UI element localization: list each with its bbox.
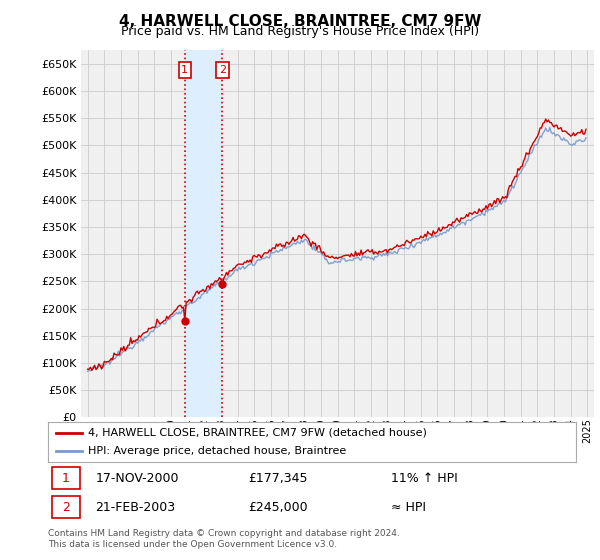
Bar [185,50,222,417]
Text: 4, HARWELL CLOSE, BRAINTREE, CM7 9FW: 4, HARWELL CLOSE, BRAINTREE, CM7 9FW [119,14,481,29]
Text: 17-NOV-2000: 17-NOV-2000 [95,472,179,485]
Text: 1: 1 [62,472,70,485]
Text: ≈ HPI: ≈ HPI [391,501,426,514]
Text: 2: 2 [62,501,70,514]
Text: Contains HM Land Registry data © Crown copyright and database right 2024.
This d: Contains HM Land Registry data © Crown c… [48,529,400,549]
Text: £177,345: £177,345 [248,472,308,485]
FancyBboxPatch shape [52,496,80,519]
Text: 1: 1 [181,65,188,75]
Text: 4, HARWELL CLOSE, BRAINTREE, CM7 9FW (detached house): 4, HARWELL CLOSE, BRAINTREE, CM7 9FW (de… [88,428,427,437]
Text: 2: 2 [219,65,226,75]
FancyBboxPatch shape [52,467,80,489]
Text: 11% ↑ HPI: 11% ↑ HPI [391,472,458,485]
Text: Price paid vs. HM Land Registry's House Price Index (HPI): Price paid vs. HM Land Registry's House … [121,25,479,38]
Text: HPI: Average price, detached house, Braintree: HPI: Average price, detached house, Brai… [88,446,346,456]
Text: £245,000: £245,000 [248,501,308,514]
Text: 21-FEB-2003: 21-FEB-2003 [95,501,176,514]
